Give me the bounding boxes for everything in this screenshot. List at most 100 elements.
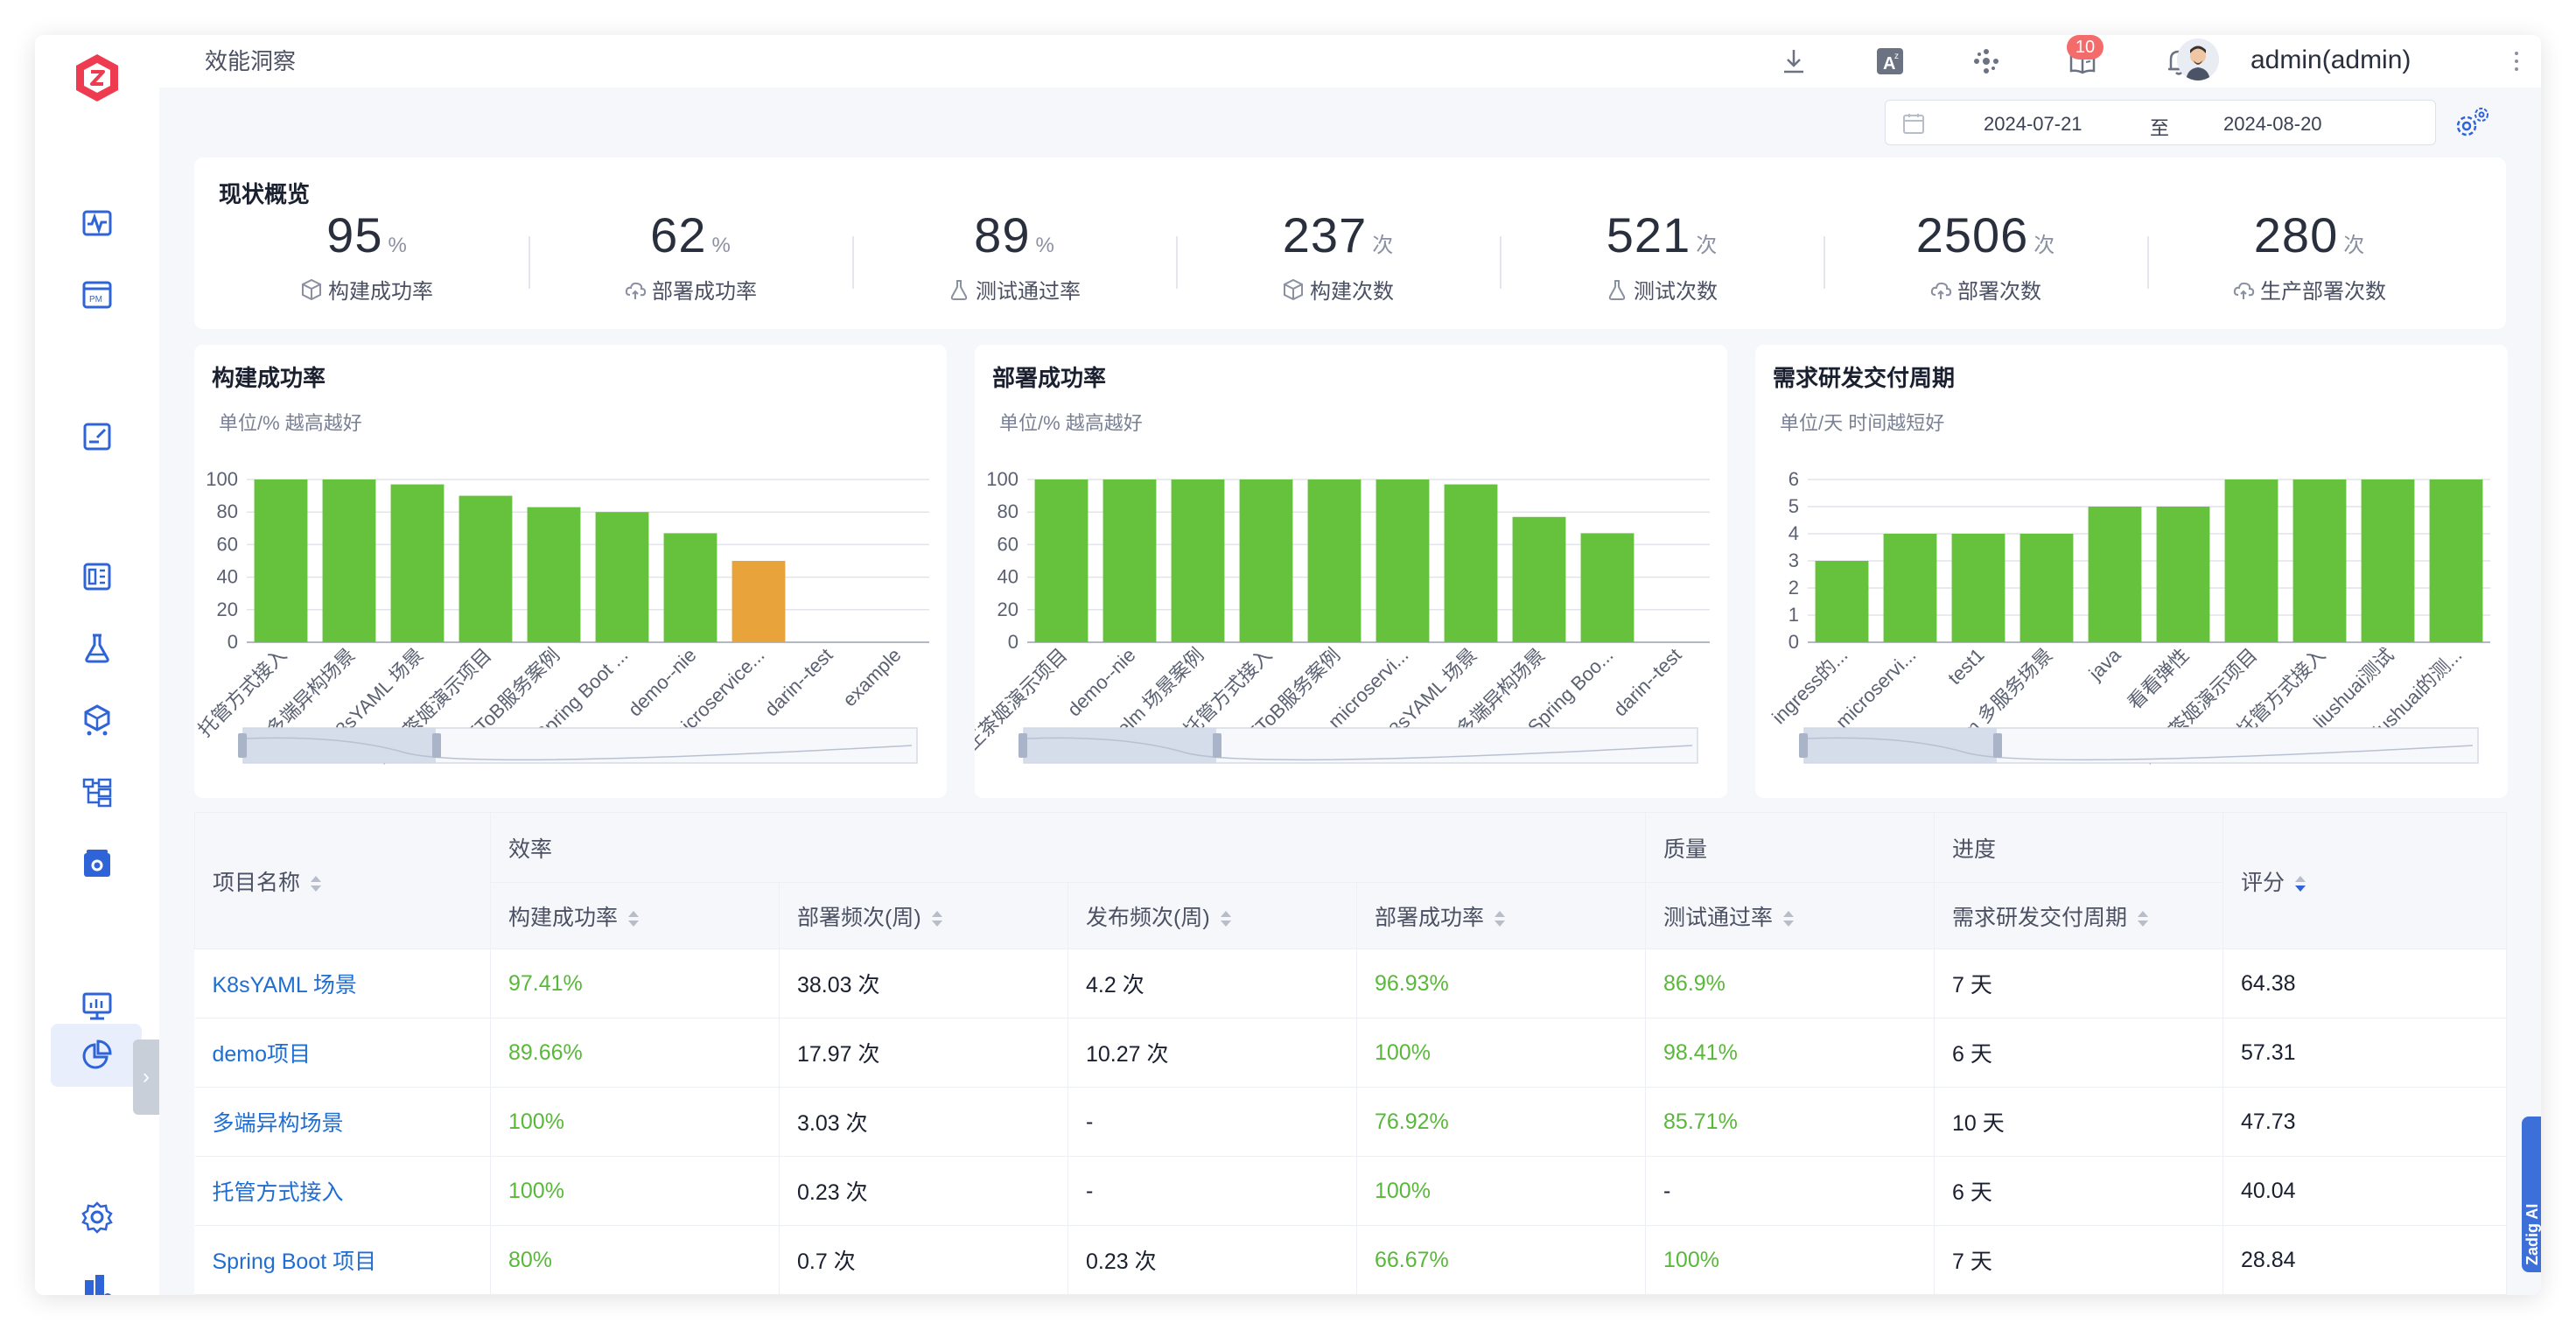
sort-icon[interactable] xyxy=(2136,909,2150,928)
download-icon[interactable] xyxy=(1776,44,1811,79)
zoom-slider-window[interactable] xyxy=(1804,728,1997,763)
bar[interactable] xyxy=(663,533,718,642)
group-quality: 质量 xyxy=(1645,812,1936,883)
bar[interactable] xyxy=(1444,484,1498,642)
bar[interactable] xyxy=(2361,480,2415,642)
bar[interactable] xyxy=(2156,507,2210,642)
cell-project-name[interactable]: K8sYAML 场景 xyxy=(194,948,491,1018)
stat-value: 2506 xyxy=(1915,207,2029,262)
cell-test-rate: 98.41% xyxy=(1645,1018,1936,1088)
zoom-handle-left[interactable] xyxy=(1018,733,1027,758)
bar[interactable] xyxy=(2088,507,2142,642)
bar[interactable] xyxy=(1034,480,1088,642)
date-range-picker[interactable]: 2024-07-21 至 2024-08-20 xyxy=(1885,100,2436,145)
cell-score: 47.73 xyxy=(2222,1087,2508,1157)
config-gear-icon[interactable] xyxy=(2452,105,2492,140)
bar[interactable] xyxy=(732,561,786,642)
bar[interactable] xyxy=(1580,533,1634,642)
col-project-name[interactable]: 项目名称 xyxy=(194,812,491,949)
nav-test-flask-icon[interactable] xyxy=(75,626,119,670)
sort-icon[interactable] xyxy=(1219,909,1233,928)
cell-project-name[interactable]: Spring Boot 项目 xyxy=(194,1225,491,1295)
zadig-logo[interactable] xyxy=(70,51,124,105)
zadig-ai-widget[interactable]: Zadig AI xyxy=(2522,1116,2541,1272)
bar[interactable] xyxy=(1376,480,1430,642)
sort-icon[interactable] xyxy=(1493,909,1507,928)
nav-pm-icon[interactable]: PM xyxy=(75,273,119,317)
bar[interactable] xyxy=(254,480,308,642)
bar[interactable] xyxy=(1171,480,1225,642)
end-date-input[interactable]: 2024-08-20 xyxy=(2223,113,2322,135)
bar[interactable] xyxy=(322,480,376,642)
zoom-slider-window[interactable] xyxy=(243,728,436,763)
stat-label: 测试次数 xyxy=(1634,280,1718,304)
sort-icon[interactable] xyxy=(930,909,944,928)
integration-icon[interactable] xyxy=(1969,44,2004,79)
nav-artifact-icon[interactable] xyxy=(75,698,119,742)
cell-project-name[interactable]: 多端异构场景 xyxy=(194,1087,491,1157)
zoom-handle-right[interactable] xyxy=(1993,733,2002,758)
stat-item: 95% 构建成功率 xyxy=(205,206,528,320)
col-build-rate[interactable]: 构建成功率 xyxy=(490,882,780,949)
bar[interactable] xyxy=(1307,480,1362,642)
bar[interactable] xyxy=(1102,480,1157,642)
col-deploy-freq[interactable]: 部署频次(周) xyxy=(779,882,1068,949)
sort-icon[interactable] xyxy=(309,874,323,893)
bar[interactable] xyxy=(2224,480,2278,642)
bar[interactable] xyxy=(1951,534,2006,642)
nav-enterprise-icon[interactable] xyxy=(75,1267,119,1295)
notification-count-badge: 10 xyxy=(2067,35,2104,60)
bar[interactable] xyxy=(595,512,649,642)
nav-monitor-icon[interactable] xyxy=(75,984,119,1027)
cell-build-rate: 100% xyxy=(490,1156,780,1226)
sidebar-collapse-toggle[interactable]: › xyxy=(133,1040,159,1115)
bar[interactable] xyxy=(458,495,513,642)
bar[interactable] xyxy=(1815,561,1869,642)
zoom-handle-right[interactable] xyxy=(432,733,441,758)
bar[interactable] xyxy=(527,507,581,642)
sidebar: PM › xyxy=(35,35,159,1295)
bar[interactable] xyxy=(1512,516,1566,642)
bar[interactable] xyxy=(1883,534,1937,642)
user-avatar[interactable] xyxy=(2177,38,2219,80)
nav-workflow-icon[interactable] xyxy=(75,770,119,814)
cell-project-name[interactable]: demo项目 xyxy=(194,1018,491,1088)
col-delivery-cycle[interactable]: 需求研发交付周期 xyxy=(1934,882,2224,949)
bar[interactable] xyxy=(2020,534,2074,642)
nav-system-settings-icon[interactable] xyxy=(75,1195,119,1239)
nav-insight-pie-icon[interactable] xyxy=(51,1024,142,1087)
sort-icon[interactable] xyxy=(1782,909,1796,928)
nav-edit-icon[interactable] xyxy=(75,415,119,458)
project-link[interactable]: 托管方式接入 xyxy=(212,1180,344,1205)
bar[interactable] xyxy=(2292,480,2347,642)
project-link[interactable]: 多端异构场景 xyxy=(212,1111,344,1136)
zoom-handle-left[interactable] xyxy=(238,733,247,758)
zoom-slider-window[interactable] xyxy=(1024,728,1216,763)
sort-icon[interactable] xyxy=(626,909,640,928)
bar[interactable] xyxy=(390,484,444,642)
username[interactable]: admin(admin) xyxy=(2250,46,2412,74)
start-date-input[interactable]: 2024-07-21 xyxy=(1984,113,2082,135)
bar[interactable] xyxy=(1239,480,1293,642)
zoom-handle-right[interactable] xyxy=(1213,733,1222,758)
more-menu-icon[interactable] xyxy=(2508,47,2525,75)
cell-project-name[interactable]: 托管方式接入 xyxy=(194,1156,491,1226)
col-deploy-rate[interactable]: 部署成功率 xyxy=(1355,882,1647,949)
zoom-handle-left[interactable] xyxy=(1799,733,1808,758)
project-link[interactable]: demo项目 xyxy=(212,1042,312,1067)
project-link[interactable]: Spring Boot 项目 xyxy=(212,1250,377,1274)
project-link[interactable]: K8sYAML 场景 xyxy=(212,973,357,998)
col-score[interactable]: 评分 xyxy=(2222,812,2508,949)
sort-desc-icon[interactable] xyxy=(2293,874,2307,893)
cell-deploy-rate: 96.93% xyxy=(1356,948,1647,1018)
nav-dashboard-icon[interactable] xyxy=(75,201,119,245)
x-tick-label: darin--test xyxy=(760,644,837,721)
bar[interactable] xyxy=(2429,480,2483,642)
col-release-freq[interactable]: 发布频次(周) xyxy=(1068,882,1357,949)
nav-projects-icon[interactable] xyxy=(75,555,119,598)
nav-settings-box-icon[interactable] xyxy=(75,842,119,886)
col-test-rate[interactable]: 测试通过率 xyxy=(1645,882,1936,949)
x-tick-label: darin--test xyxy=(1609,644,1686,721)
